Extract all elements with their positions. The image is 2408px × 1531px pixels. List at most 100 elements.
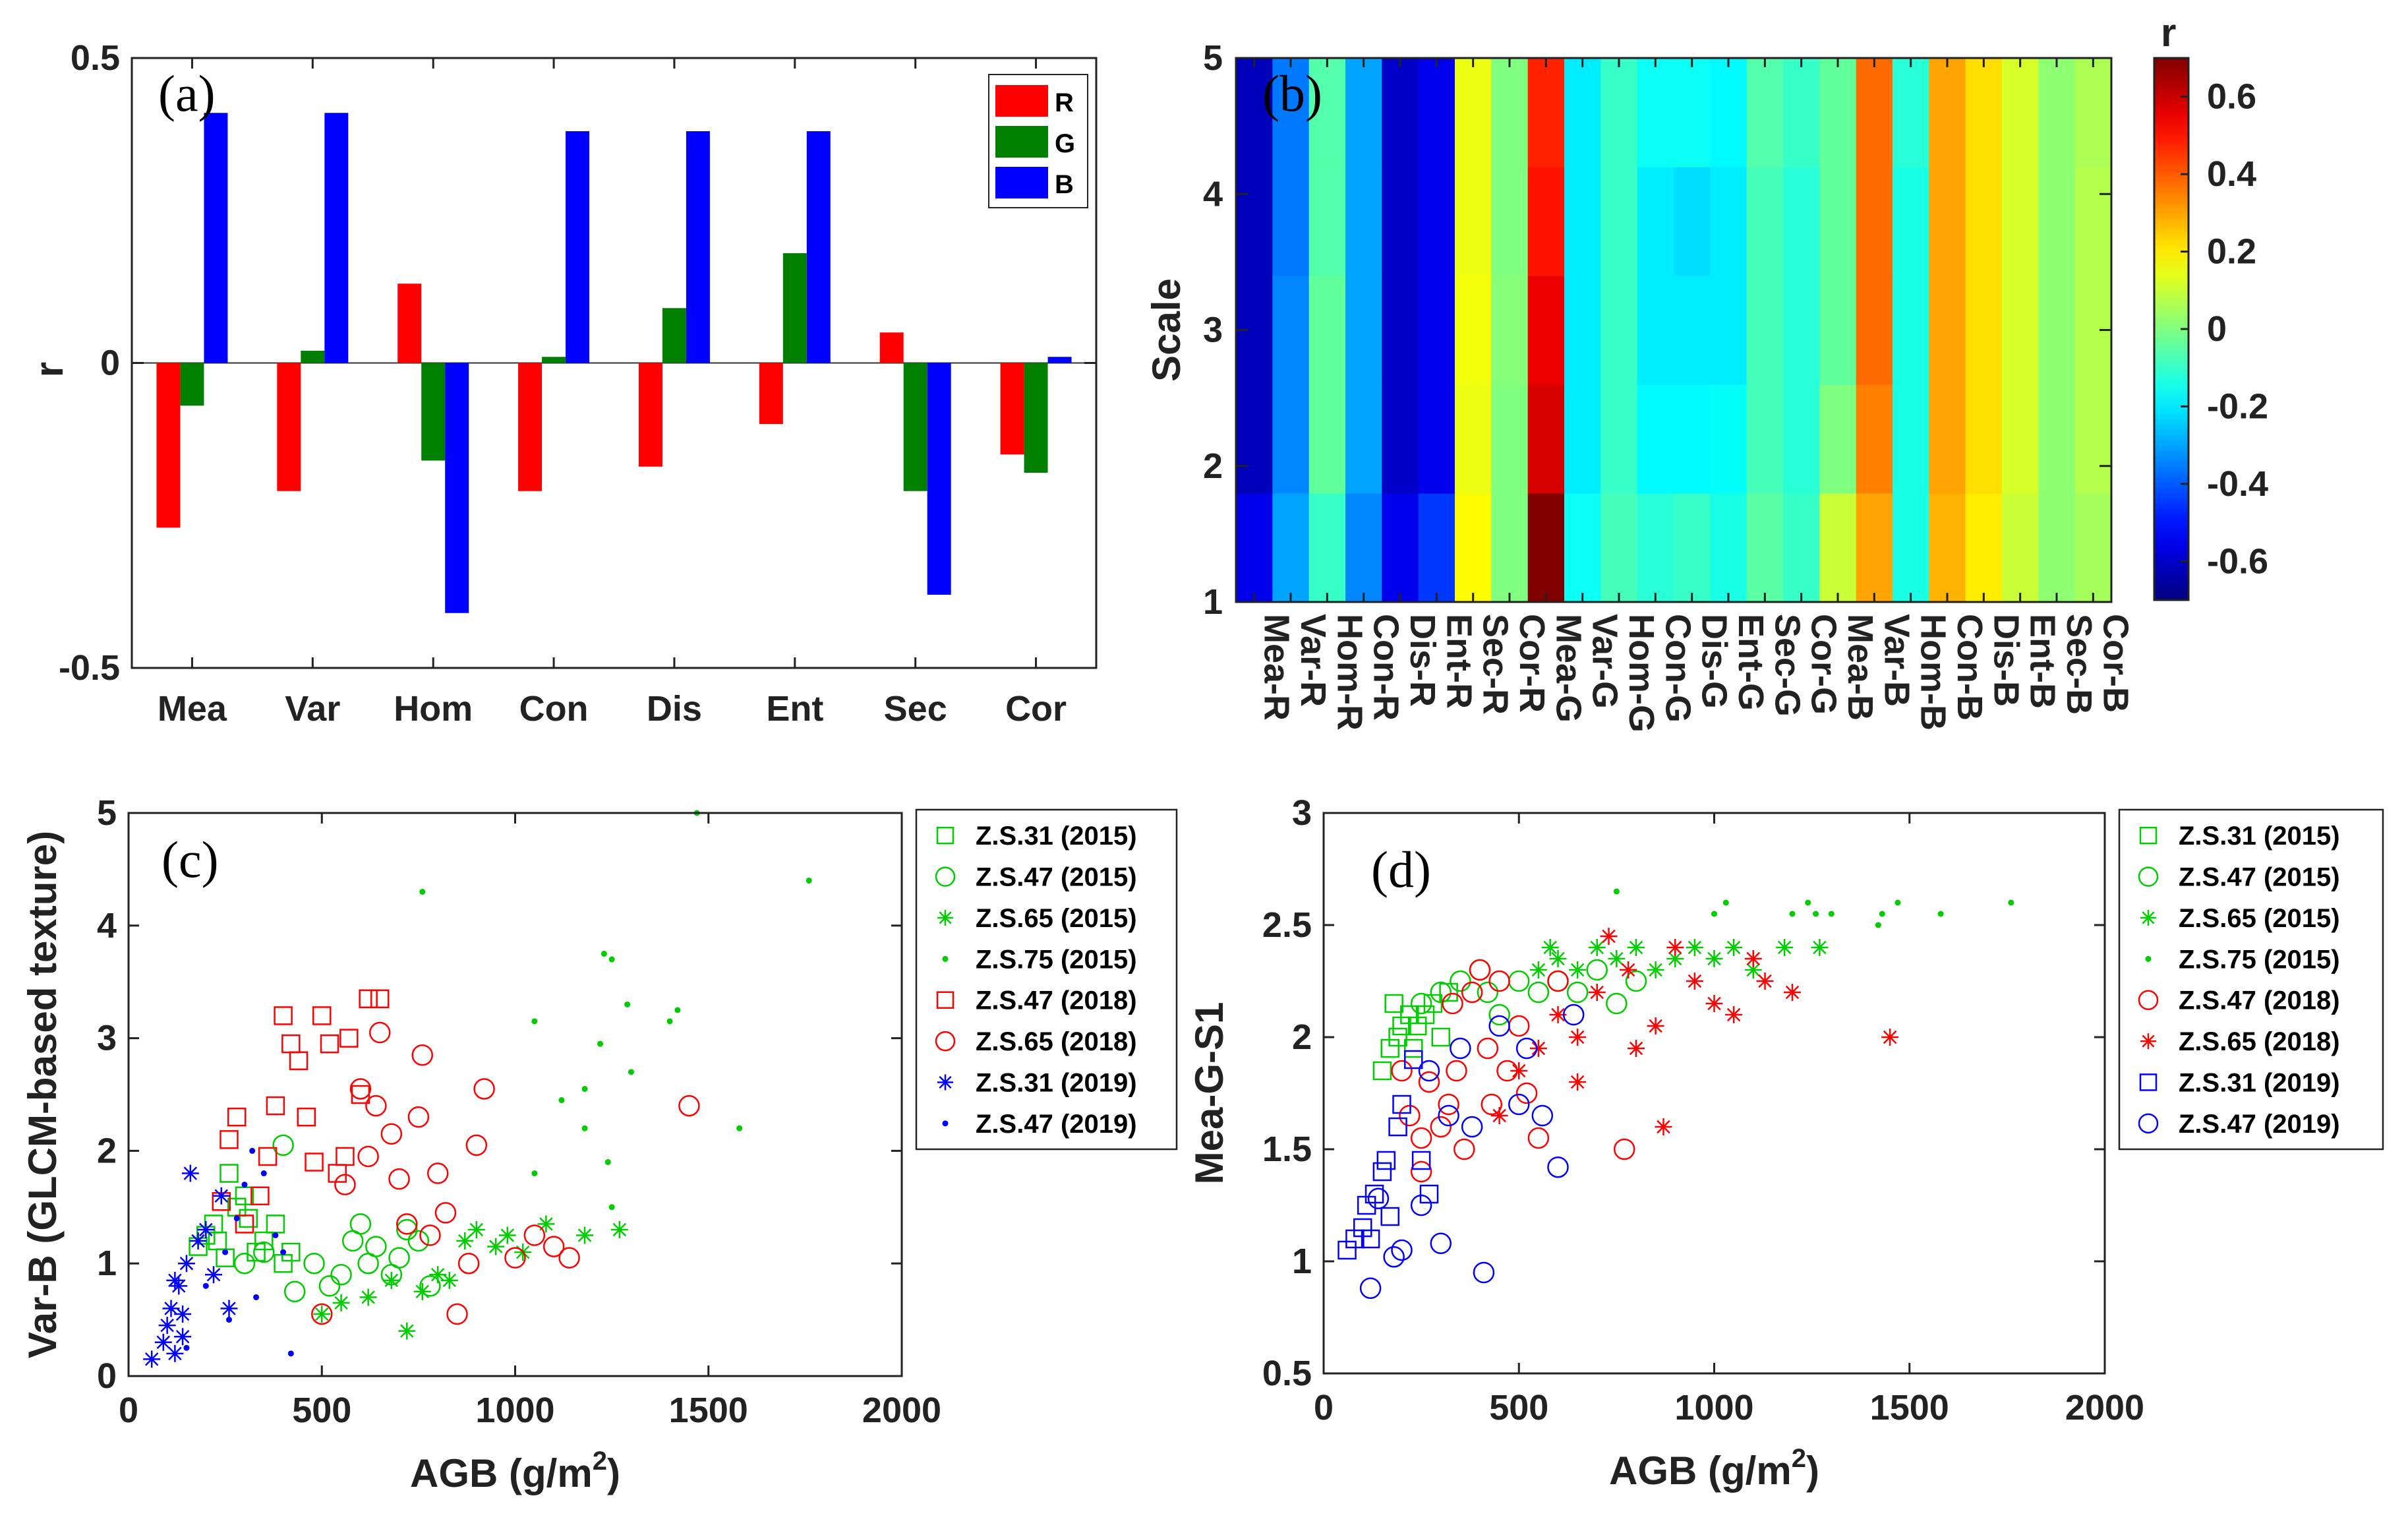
heatmap-cell-Sec-R-1 — [1455, 493, 1492, 603]
point-Z.S.65 (2018) — [368, 1021, 391, 1044]
heatmap-cell-Con-B-4 — [1929, 167, 1966, 276]
y-tick-label: 1 — [1292, 1242, 1312, 1281]
y-tick-label: 1.5 — [1262, 1129, 1312, 1169]
point-Z.S.47 (2015) — [396, 1218, 418, 1241]
point-Z.S.75 (2015) — [608, 956, 615, 963]
bar-B-Dis — [686, 131, 710, 363]
legend-box — [2118, 808, 2384, 1151]
point-Z.S.47 (2015) — [407, 1230, 430, 1252]
heatmap-cell-Dis-R-3 — [1382, 276, 1419, 385]
heatmap-cell-Ent-R-5 — [1418, 58, 1455, 167]
point-Z.S.65 (2018) — [419, 1224, 441, 1246]
legend: Z.S.31 (2015) Z.S.47 (2015) Z.S.65 (2015) Z… — [915, 808, 1178, 1151]
point-Z.S.31 (2015) — [254, 1231, 274, 1251]
plot-area — [1324, 813, 2105, 1373]
point-Z.S.65 (2018) — [1510, 1062, 1528, 1079]
heatmap-cell-Ent-B-2 — [2002, 384, 2039, 494]
heatmap-cell-Var-G-4 — [1564, 167, 1601, 276]
point-Z.S.47 (2018) — [297, 1107, 316, 1127]
point-Z.S.47 (2015) — [283, 1280, 306, 1303]
heatmap-cell-Con-G-2 — [1637, 384, 1674, 494]
point-Z.S.47 (2018) — [312, 1006, 332, 1025]
colorbar-tick-label: 0.4 — [2207, 154, 2256, 194]
x-tick-label: Con — [519, 689, 589, 729]
x-tick-label: 0 — [1314, 1388, 1334, 1427]
point-Z.S.65 (2018) — [504, 1247, 526, 1269]
point-Z.S.65 (2018) — [407, 1106, 430, 1128]
legend-label: Z.S.65 (2018) — [2179, 1027, 2340, 1056]
x-tick-label: Cor — [1005, 689, 1067, 729]
point-Z.S.31 (2019) — [181, 1164, 199, 1182]
point-Z.S.47 (2015) — [365, 1236, 387, 1257]
point-Z.S.47 (2019) — [1488, 1015, 1510, 1037]
point-Z.S.47 (2019) — [1383, 1246, 1405, 1268]
point-Z.S.47 (2019) — [1461, 1116, 1483, 1138]
point-Z.S.31 (2015) — [1404, 1038, 1423, 1058]
point-Z.S.47 (2018) — [289, 1051, 308, 1071]
point-Z.S.75 (2015) — [531, 1170, 538, 1177]
legend-label: Z.S.65 (2015) — [976, 904, 1137, 933]
heatmap-cell-Cor-R-2 — [1491, 384, 1529, 494]
point-Z.S.31 (2015) — [1372, 1061, 1392, 1081]
point-Z.S.75 (2015) — [1805, 899, 1811, 906]
heatmap-cell-Con-G-4 — [1637, 167, 1674, 276]
legend-marker-Z.S.31 (2015) — [936, 826, 954, 845]
point-Z.S.65 (2018) — [1686, 973, 1703, 990]
x-tick-label: Mea-B — [1840, 614, 1880, 721]
point-Z.S.47 (2018) — [336, 1147, 355, 1166]
y-tick-label: -0.5 — [59, 648, 120, 688]
point-Z.S.65 (2015) — [1744, 961, 1762, 978]
heatmap-cell-Con-B-5 — [1929, 58, 1966, 167]
x-tick-label: Hom-B — [1914, 614, 1953, 731]
legend-label: B — [1055, 170, 1074, 199]
point-Z.S.65 (2018) — [1628, 1040, 1645, 1057]
point-Z.S.65 (2018) — [457, 1252, 480, 1275]
x-axis-label: AGB (g/m2) — [410, 1447, 620, 1495]
x-tick-label: 500 — [1489, 1388, 1548, 1427]
point-Z.S.65 (2015) — [467, 1220, 485, 1238]
heatmap-cell-Var-B-4 — [1856, 167, 1893, 276]
point-Z.S.47 (2018) — [1442, 992, 1463, 1015]
heatmap-cell-Sec-B-1 — [2038, 493, 2076, 603]
heatmap-cell-Hom-R-4 — [1308, 167, 1346, 276]
heatmap-cell-Con-R-4 — [1345, 167, 1382, 276]
legend-marker-Z.S.31 (2019) — [2139, 1073, 2158, 1091]
point-Z.S.75 (2015) — [597, 1040, 604, 1047]
y-axis-label: Var-B (GLCM-based texture) — [20, 831, 65, 1358]
point-Z.S.65 (2018) — [380, 1123, 403, 1145]
panel-a-bar-chart: -0.5 0 0.5 Mea Var Hom Con Dis Ent Sec Cor r (a) RGB — [27, 38, 1098, 729]
heatmap-cell-Mea-G-2 — [1527, 384, 1565, 494]
point-Z.S.47 (2019) — [1410, 1194, 1432, 1216]
point-Z.S.65 (2015) — [413, 1282, 431, 1300]
heatmap-cell-Ent-B-4 — [2002, 167, 2039, 276]
point-Z.S.65 (2018) — [543, 1236, 565, 1257]
y-tick-label: 0.5 — [71, 38, 120, 78]
point-Z.S.47 (2019) — [1515, 1037, 1538, 1060]
point-Z.S.65 (2015) — [1647, 961, 1664, 978]
heatmap-cell-Dis-G-3 — [1674, 276, 1711, 385]
panel-label: (c) — [162, 831, 219, 888]
bar-R-Var — [277, 363, 301, 491]
point-Z.S.31 (2015) — [1388, 1027, 1407, 1047]
point-Z.S.65 (2015) — [359, 1288, 377, 1306]
y-tick-label: 2.5 — [1262, 905, 1312, 945]
point-Z.S.65 (2018) — [1744, 950, 1762, 967]
heatmap-cell-Ent-B-5 — [2002, 58, 2039, 167]
point-Z.S.65 (2018) — [1529, 1040, 1547, 1057]
point-Z.S.65 (2018) — [388, 1168, 410, 1190]
bar-G-Var — [301, 351, 325, 363]
heatmap-cell-Sec-R-2 — [1455, 384, 1492, 494]
heatmap-cell-Hom-G-4 — [1600, 167, 1638, 276]
heatmap-cell-Sec-G-2 — [1746, 384, 1784, 494]
colorbar-tick-label: -0.2 — [2207, 386, 2268, 426]
heatmap-cell-Dis-B-1 — [1965, 493, 2003, 603]
point-Z.S.47 (2019) — [1367, 1187, 1390, 1210]
bar-B-Var — [324, 113, 349, 363]
point-Z.S.65 (2018) — [1569, 1073, 1587, 1091]
point-Z.S.47 (2018) — [1613, 1138, 1635, 1160]
y-tick-label: 0 — [97, 1356, 117, 1396]
y-axis-label: r — [27, 362, 71, 377]
point-Z.S.47 (2019) — [280, 1249, 287, 1255]
heatmap-cell-Dis-R-4 — [1382, 167, 1419, 276]
point-Z.S.47 (2015) — [1625, 970, 1647, 992]
